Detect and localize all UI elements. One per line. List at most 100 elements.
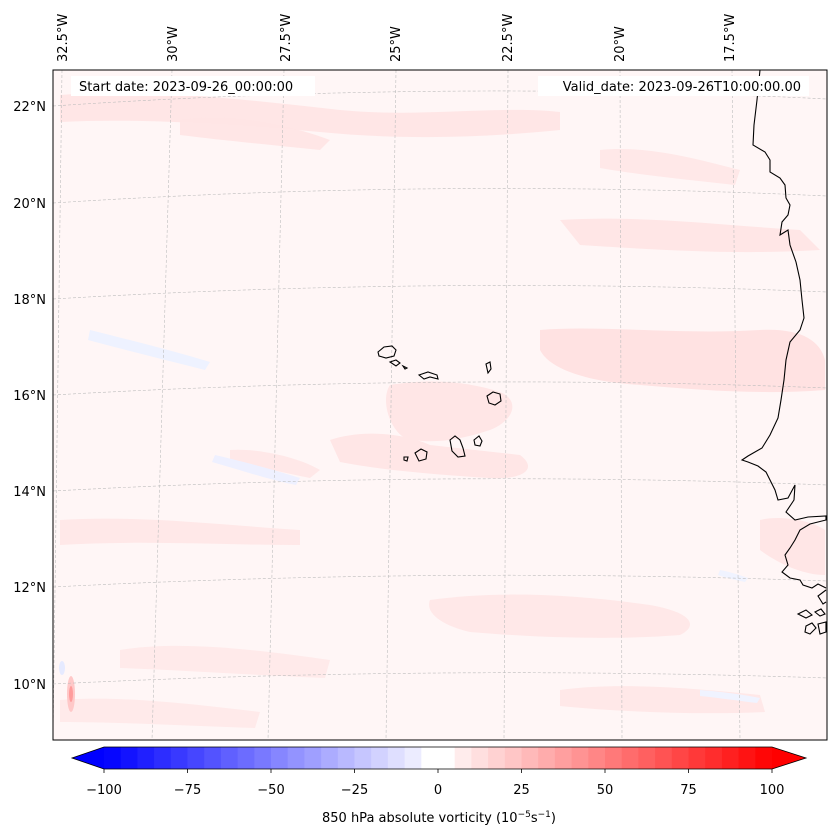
start-date-label: Start date: 2023-09-26_00:00:00 <box>79 80 293 95</box>
island-santiago <box>449 435 466 458</box>
parallel-line <box>53 285 827 300</box>
island-sal <box>485 361 492 375</box>
island-santo-antao <box>377 345 397 359</box>
colorbar-cell <box>571 747 589 769</box>
colorbar-cell <box>504 747 523 769</box>
meridian-line <box>53 70 63 740</box>
colorbar: −100 −75 −50 −25 0 25 50 75 100 850 hPa absolute… <box>70 746 808 826</box>
vorticity-patch-positive <box>230 449 320 478</box>
colorbar-cell <box>254 747 272 769</box>
colorbar-cell <box>237 747 255 769</box>
colorbar-cell <box>454 747 472 769</box>
colorbar-cell <box>304 747 322 769</box>
parallel-line <box>53 478 827 492</box>
guinea-bissau-islands <box>796 608 827 635</box>
meridian-line <box>267 70 285 740</box>
colorbar-cell <box>287 747 305 769</box>
island-maio <box>473 435 483 447</box>
lat-label: 16°N <box>13 389 46 404</box>
meridian-line <box>385 70 397 740</box>
island-boa-vista <box>486 391 502 406</box>
colorbar-cell <box>471 747 489 769</box>
vorticity-patch-positive <box>60 92 560 138</box>
colorbar-cells <box>72 747 806 769</box>
guinea-bissau-coast <box>817 589 827 605</box>
vorticity-patch-positive <box>180 117 330 150</box>
africa-coastline <box>740 70 827 589</box>
colorbar-cell <box>588 747 606 769</box>
colorbar-tick-label: 75 <box>680 783 697 798</box>
vorticity-patch-positive <box>330 433 529 479</box>
start-date-box <box>71 76 315 96</box>
longitude-labels: 32.5°W 30°W 27.5°W 25°W 22.5°W 20°W 17.5… <box>56 14 738 62</box>
colorbar-cell <box>404 747 422 769</box>
colorbar-cell <box>371 747 389 769</box>
lat-label: 14°N <box>13 485 46 500</box>
lat-label: 18°N <box>13 293 46 308</box>
colorbar-tick-label: −25 <box>341 783 368 798</box>
colorbar-cell <box>204 747 222 769</box>
parallel-line <box>53 90 827 107</box>
vorticity-patch-positive <box>540 328 825 393</box>
colorbar-cell <box>137 747 155 769</box>
vorticity-patch-positive <box>560 218 820 253</box>
vorticity-patch-positive <box>760 518 825 575</box>
colorbar-cell <box>154 747 172 769</box>
valid-date-box <box>538 76 809 96</box>
parallel-line <box>53 381 827 396</box>
lon-label: 32.5°W <box>56 14 71 62</box>
vorticity-patch-negative <box>212 455 300 485</box>
meridian-line <box>503 70 509 740</box>
island-fogo <box>414 448 428 462</box>
colorbar-cell <box>421 747 439 769</box>
colorbar-tick-label: −50 <box>257 783 284 798</box>
lon-label: 17.5°W <box>723 14 738 62</box>
colorbar-cell <box>621 747 639 769</box>
colorbar-cell <box>438 747 456 769</box>
colorbar-cell <box>387 747 406 769</box>
colorbar-extend-max <box>772 747 806 769</box>
parallel-line <box>53 672 827 685</box>
colorbar-cell <box>170 747 189 769</box>
vorticity-patch-negative <box>718 570 748 582</box>
colorbar-tick-label: 25 <box>513 783 530 798</box>
colorbar-cell <box>120 747 138 769</box>
colorbar-cell <box>488 747 506 769</box>
colorbar-cell <box>337 747 356 769</box>
vorticity-patch-positive <box>60 698 260 728</box>
meridian-line <box>619 70 623 740</box>
colorbar-cell <box>354 747 372 769</box>
island-brava <box>403 456 409 462</box>
lat-label: 20°N <box>13 197 46 212</box>
colorbar-cell <box>738 747 756 769</box>
colorbar-cell <box>104 747 122 769</box>
parallel-line <box>53 574 827 588</box>
lon-label: 25°W <box>389 26 404 62</box>
lon-label: 22.5°W <box>501 14 516 62</box>
lon-label: 20°W <box>613 26 628 62</box>
vorticity-minimum <box>59 661 65 675</box>
island-sao-vicente <box>388 359 401 367</box>
island-sao-nicolau <box>417 371 439 380</box>
colorbar-tick-label: 100 <box>760 783 785 798</box>
map-panel: Start date: 2023-09-26_00:00:00 Valid_da… <box>53 70 827 740</box>
meridian-line <box>151 70 173 740</box>
vorticity-field-patches <box>59 92 825 728</box>
vorticity-maximum <box>69 686 73 702</box>
colorbar-cell <box>605 747 623 769</box>
colorbar-cell <box>220 747 239 769</box>
latitude-labels: 22°N 20°N 18°N 16°N 14°N 12°N 10°N <box>13 100 46 693</box>
colorbar-cell <box>538 747 556 769</box>
colorbar-cell <box>688 747 706 769</box>
colorbar-cell <box>321 747 339 769</box>
colorbar-cell <box>705 747 723 769</box>
vorticity-patch-positive <box>120 645 330 678</box>
colorbar-cell <box>521 747 539 769</box>
vorticity-patch-positive <box>429 594 690 638</box>
graticule <box>53 70 827 740</box>
colorbar-tick-label: −75 <box>174 783 201 798</box>
vorticity-patch-negative <box>700 690 760 703</box>
parallel-line <box>53 188 827 204</box>
colorbar-cell <box>271 747 289 769</box>
